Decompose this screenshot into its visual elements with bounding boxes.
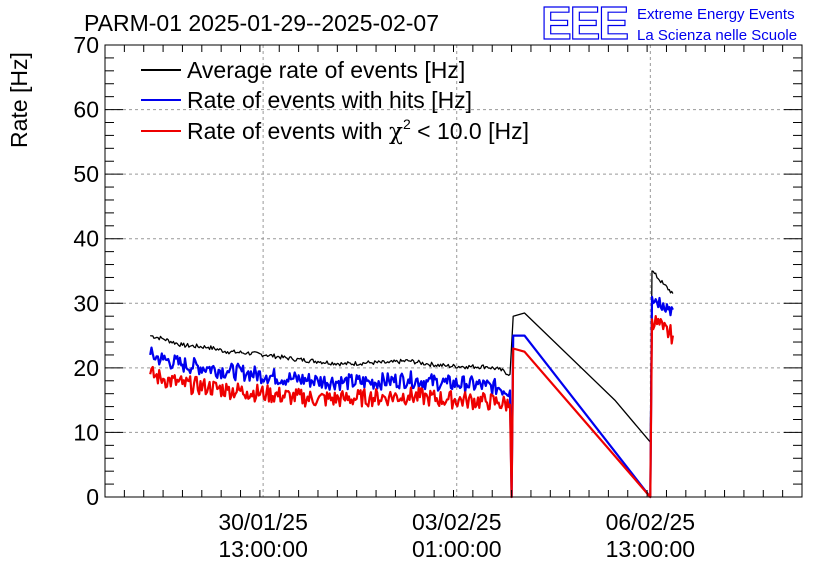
- x-tick-date: 03/02/25: [412, 509, 502, 535]
- series-line-avg: [150, 270, 674, 443]
- series-layer: [149, 270, 674, 499]
- legend-label-avg: Average rate of events [Hz]: [187, 57, 465, 83]
- x-tick-date: 30/01/25: [218, 509, 308, 535]
- y-tick-label: 60: [73, 97, 99, 123]
- eee-logo: EEE: [541, 0, 627, 49]
- legend: Average rate of events [Hz] Rate of event…: [141, 57, 529, 145]
- y-axis-label: Rate [Hz]: [6, 52, 32, 148]
- y-tick-label: 50: [73, 161, 99, 187]
- legend-label-hits: Rate of events with hits [Hz]: [187, 87, 472, 113]
- y-tick-label: 30: [73, 290, 99, 316]
- x-tick-time: 13:00:00: [606, 536, 696, 562]
- y-tick-label: 20: [73, 355, 99, 381]
- brand-line-2: La Scienza nelle Scuole: [637, 27, 797, 44]
- ticks-layer: 01020304050607030/01/2513:00:0003/02/250…: [73, 32, 803, 562]
- x-tick-time: 13:00:00: [218, 536, 308, 562]
- x-tick-time: 01:00:00: [412, 536, 502, 562]
- brand-line-1: Extreme Energy Events: [637, 6, 795, 23]
- legend-label-chi2: Rate of events with χ2 < 10.0 [Hz]: [187, 116, 529, 145]
- x-tick-date: 06/02/25: [606, 509, 696, 535]
- grid-lines: [105, 45, 802, 497]
- y-tick-label: 40: [73, 226, 99, 252]
- y-tick-label: 10: [73, 419, 99, 445]
- chart-title: PARM-01 2025-01-29--2025-02-07: [84, 10, 439, 36]
- y-tick-label: 70: [73, 32, 99, 58]
- series-line-chi2: [149, 315, 674, 499]
- y-tick-label: 0: [86, 484, 99, 510]
- series-line-hits: [149, 295, 674, 499]
